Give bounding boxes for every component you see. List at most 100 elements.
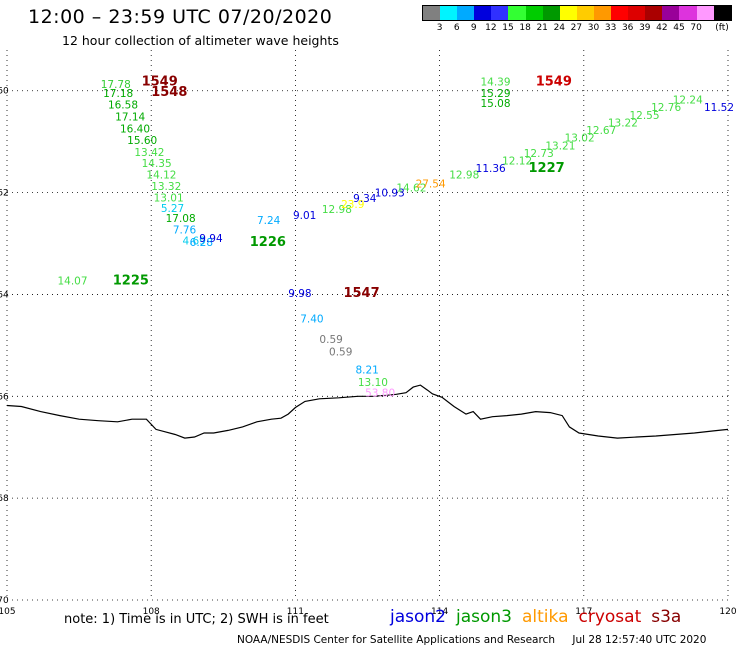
legend-tick-label: 9 xyxy=(470,23,477,33)
wave-height-reading: 7.76 xyxy=(173,224,197,236)
wave-height-reading: 9.34 xyxy=(353,193,377,205)
legend-swatch xyxy=(696,6,714,20)
legend-tick-label: 18 xyxy=(519,23,531,33)
wave-height-reading: 4.69 xyxy=(182,236,205,248)
wave-height-reading: 11.52 xyxy=(704,102,734,114)
legend-tick-label: 42 xyxy=(656,23,668,33)
wave-height-reading: 13.10 xyxy=(358,377,388,389)
wave-height-reading: 7.40 xyxy=(300,313,323,325)
wave-height-legend: 3 6 9 12 15 18 21 24 27 30 33 36 39 42 45 70 (ft) xyxy=(422,5,732,35)
lat-tick-label: -60 xyxy=(0,87,9,97)
wave-height-reading: 13.21 xyxy=(545,140,575,152)
lon-tick-label: 105 xyxy=(0,607,16,617)
legend-swatch xyxy=(491,6,509,20)
wave-height-reading: 53.80 xyxy=(365,387,395,399)
wave-height-reading: 9.01 xyxy=(293,210,316,222)
legend-tick-label: 70 xyxy=(690,23,702,33)
wave-height-reading: 17.78 xyxy=(101,79,131,91)
footer-note: note: 1) Time is in UTC; 2) SWH is in fe… xyxy=(64,612,329,627)
wave-height-reading: 14.35 xyxy=(142,158,172,170)
pass-time-label: 1549 xyxy=(536,75,572,90)
wave-height-reading: 12.67 xyxy=(586,125,616,137)
pass-time-label: 1225 xyxy=(113,273,149,288)
lon-tick-label: 117 xyxy=(575,607,592,617)
wave-height-reading: 27.54 xyxy=(416,179,446,191)
legend-swatch xyxy=(576,6,594,20)
legend-swatch xyxy=(662,6,680,20)
wave-height-reading: 16.58 xyxy=(108,100,138,112)
wave-height-reading: 12.12 xyxy=(502,156,532,168)
legend-swatch xyxy=(474,6,492,20)
pass-time-label: 1226 xyxy=(250,235,286,250)
wave-height-reading: 16.40 xyxy=(120,124,150,136)
satellite-legend: jason2 jason3 altika cryosat s3a xyxy=(390,607,691,627)
legend-swatch xyxy=(542,6,560,20)
generated-timestamp: Jul 28 12:57:40 UTC 2020 xyxy=(572,634,707,646)
legend-swatch xyxy=(611,6,629,20)
pass-time-label: 1547 xyxy=(343,286,379,301)
wave-height-reading: 14.12 xyxy=(146,169,176,181)
wave-height-reading: 0.59 xyxy=(329,347,352,359)
wave-height-reading: 23.9 xyxy=(341,199,364,211)
wave-height-reading: 13.01 xyxy=(154,192,184,204)
pass-time-label: 1227 xyxy=(529,161,565,176)
wave-height-reading: 12.76 xyxy=(651,102,681,114)
legend-swatch xyxy=(440,6,458,20)
lat-tick-label: -68 xyxy=(0,494,9,504)
wave-height-reading: 13.42 xyxy=(134,147,164,159)
wave-height-reading: 7.24 xyxy=(257,215,281,227)
legend-swatch xyxy=(525,6,543,20)
legend-swatch xyxy=(423,6,441,20)
credit-text: NOAA/NESDIS Center for Satellite Applica… xyxy=(237,634,555,646)
legend-unit: (ft) xyxy=(715,23,729,33)
satellite-cryosat: cryosat xyxy=(578,607,642,627)
wave-height-reading: 14.62 xyxy=(396,183,426,195)
satellite-jason3: jason3 xyxy=(456,607,512,627)
wave-height-reading: 8.21 xyxy=(355,364,378,376)
wave-height-reading: 14.39 xyxy=(480,77,510,89)
legend-swatch xyxy=(508,6,526,20)
legend-swatch xyxy=(628,6,646,20)
wave-height-reading: 17.08 xyxy=(166,213,196,225)
credit-line: NOAA/NESDIS Center for Satellite Applica… xyxy=(237,634,706,646)
legend-tick-label: 27 xyxy=(570,23,583,33)
wave-height-reading: 14.07 xyxy=(57,275,87,287)
wave-height-reading: 12.24 xyxy=(673,94,703,106)
lat-tick-label: -64 xyxy=(0,290,9,300)
wave-height-reading: 9.98 xyxy=(288,288,311,300)
legend-tick-label: 24 xyxy=(553,23,566,33)
wave-height-reading: 15.60 xyxy=(127,135,157,147)
wave-height-reading: 12.98 xyxy=(322,204,352,216)
wave-height-reading: 0.59 xyxy=(319,334,342,346)
pass-time-label: 1548 xyxy=(151,85,187,100)
legend-tick-label: 6 xyxy=(453,23,460,33)
wave-height-reading: 10.93 xyxy=(375,188,405,200)
legend-tick-label: 36 xyxy=(621,23,634,33)
legend-tick-label: 15 xyxy=(502,23,514,33)
satellite-s3a: s3a xyxy=(651,607,682,627)
lon-tick-label: 108 xyxy=(143,607,160,617)
wave-height-reading: 13.22 xyxy=(608,117,638,129)
legend-swatch xyxy=(713,6,731,20)
wave-height-reading: 6.28 xyxy=(190,237,213,249)
legend-swatch xyxy=(593,6,612,20)
legend-tick-label: 12 xyxy=(485,23,497,33)
legend-tick-label: 33 xyxy=(604,23,617,33)
lat-tick-label: -70 xyxy=(0,596,9,606)
legend-tick-label: 3 xyxy=(436,23,443,33)
lon-tick-label: 120 xyxy=(719,607,736,617)
satellite-jason2: jason2 xyxy=(390,607,446,627)
legend-swatch xyxy=(559,6,577,20)
wave-height-reading: 13.32 xyxy=(151,181,181,193)
lon-tick-label: 114 xyxy=(431,607,448,617)
satellite-altika: altika xyxy=(522,607,569,627)
map-title: 12:00 – 23:59 UTC 07/20/2020 xyxy=(28,6,333,28)
wave-height-reading: 11.36 xyxy=(476,163,506,175)
lat-tick-label: -66 xyxy=(0,392,9,402)
coastline xyxy=(6,384,729,439)
legend-tick-label: 39 xyxy=(639,23,651,33)
wave-height-reading: 12.73 xyxy=(524,148,554,160)
wave-height-reading: 9.94 xyxy=(199,233,223,245)
lon-tick-label: 111 xyxy=(287,607,304,617)
